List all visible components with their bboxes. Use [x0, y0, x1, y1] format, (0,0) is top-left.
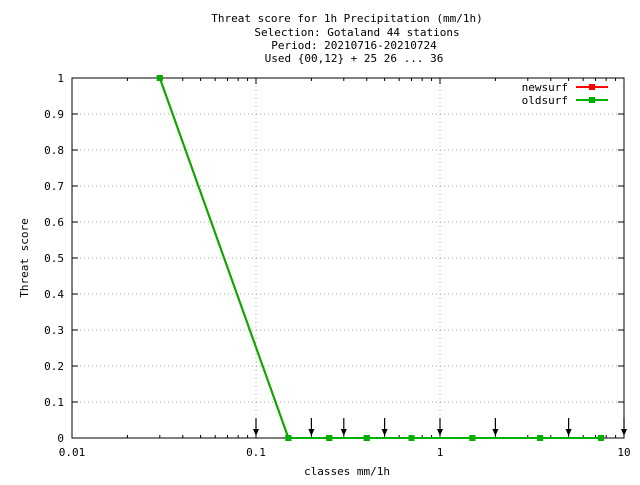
series-line-oldsurf [158, 77, 602, 439]
y-tick-label: 0.4 [44, 288, 64, 301]
x-axis-label: classes mm/1h [304, 465, 390, 478]
title-line-2: Selection: Gotaland 44 stations [254, 26, 459, 39]
class-marker-arrowhead [437, 429, 443, 436]
class-marker-arrowhead [253, 429, 259, 436]
series [156, 75, 605, 441]
data-point-oldsurf [469, 435, 476, 441]
x-tick-label: 0.1 [246, 446, 266, 459]
x-tick-label: 0.01 [59, 446, 86, 459]
data-point-oldsurf [326, 435, 333, 441]
title-line-4: Used {00,12} + 25 26 ... 36 [265, 52, 444, 65]
class-marker-arrowhead [565, 429, 572, 436]
legend-label-oldsurf: oldsurf [522, 94, 568, 107]
y-tick-label: 0.9 [44, 108, 64, 121]
y-tick-label: 1 [57, 72, 64, 85]
y-tick-label: 0.6 [44, 216, 64, 229]
y-tick-label: 0.2 [44, 360, 64, 373]
class-marker-arrowhead [308, 429, 315, 436]
y-tick-label: 0 [57, 432, 64, 445]
chart-title: Threat score for 1h Precipitation (mm/1h… [211, 12, 483, 65]
class-marker-arrowhead [492, 429, 499, 436]
legend-label-newsurf: newsurf [522, 81, 568, 94]
y-tick-label: 0.3 [44, 324, 64, 337]
y-tick-label: 0.5 [44, 252, 64, 265]
class-marker-arrowhead [621, 429, 627, 436]
x-tick-label: 1 [437, 446, 444, 459]
legend-marker-newsurf [589, 84, 595, 90]
y-tick-label: 0.7 [44, 180, 64, 193]
data-point-oldsurf [537, 435, 544, 441]
data-point-oldsurf [285, 435, 292, 441]
class-marker-arrowhead [340, 429, 347, 436]
legend-marker-oldsurf [589, 97, 595, 103]
data-point-oldsurf [408, 435, 415, 441]
class-markers [253, 418, 627, 436]
title-line-1: Threat score for 1h Precipitation (mm/1h… [211, 12, 483, 25]
data-point-oldsurf [156, 75, 163, 81]
tick-labels: 0 0.1 0.2 0.3 0.4 0.5 0.6 0.7 0.8 0.9 1 0.01 0.1 1 10 [44, 72, 631, 459]
data-point-oldsurf [363, 435, 370, 441]
x-tick-label: 10 [617, 446, 630, 459]
y-tick-label: 0.8 [44, 144, 64, 157]
grid-lines [72, 78, 624, 438]
data-point-oldsurf [598, 435, 605, 441]
class-marker-arrowhead [381, 429, 388, 436]
y-axis-label: Threat score [18, 218, 31, 297]
y-tick-label: 0.1 [44, 396, 64, 409]
title-line-3: Period: 20210716-20210724 [271, 39, 437, 52]
